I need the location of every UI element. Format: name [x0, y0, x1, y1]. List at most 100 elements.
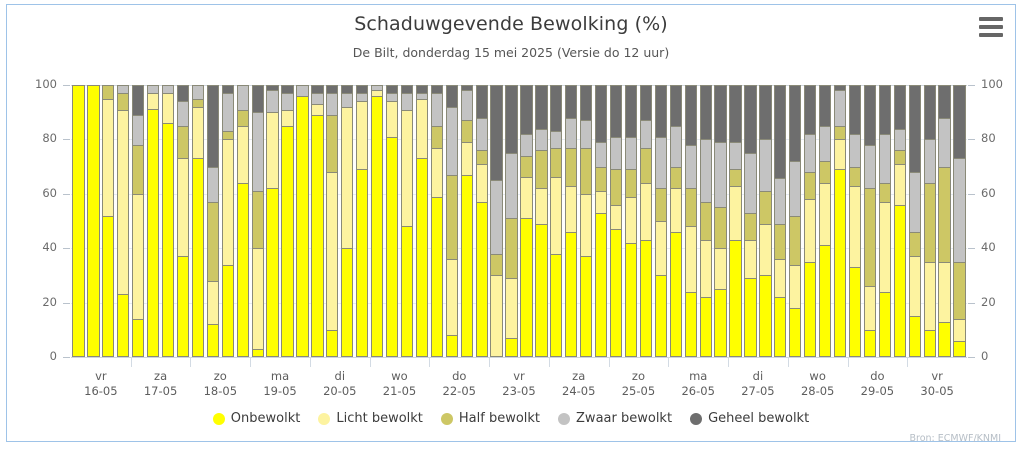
bar-column[interactable] — [505, 85, 518, 357]
bar-column[interactable] — [117, 85, 130, 357]
bar-column[interactable] — [818, 85, 832, 357]
bar-column[interactable] — [356, 85, 369, 357]
bar-segment-zwaar — [266, 90, 279, 113]
bar-column[interactable] — [699, 85, 712, 357]
bar-column[interactable] — [430, 85, 444, 357]
bar-column[interactable] — [206, 85, 220, 357]
bar-column[interactable] — [729, 85, 742, 357]
bar-column[interactable] — [923, 85, 936, 357]
bar-segment-onbewolkt — [833, 169, 847, 357]
legend-item[interactable]: Onbewolkt — [212, 411, 300, 426]
bar-column[interactable] — [520, 85, 533, 357]
x-axis-weekday: vr — [95, 369, 107, 383]
bar-column[interactable] — [863, 85, 877, 357]
bar-segment-geheel — [341, 85, 354, 94]
bar-segment-geheel — [281, 85, 294, 94]
y-tick-mark-left-40 — [63, 248, 70, 250]
bar-column[interactable] — [908, 85, 921, 357]
bar-column[interactable] — [400, 85, 414, 357]
x-axis-weekday: do — [452, 369, 467, 383]
bar-column[interactable] — [565, 85, 578, 357]
y-tick-mark-right-20 — [968, 302, 975, 304]
bar-column[interactable] — [296, 85, 309, 357]
bar-segment-half — [460, 120, 473, 143]
bar-segment-geheel — [594, 85, 608, 143]
bar-segment-onbewolkt — [908, 316, 921, 357]
bar-segment-zwaar — [729, 142, 742, 170]
bar-column[interactable] — [953, 85, 966, 357]
bar-column[interactable] — [789, 85, 802, 357]
bar-column[interactable] — [848, 85, 862, 357]
bar-column[interactable] — [161, 85, 175, 357]
bar-column[interactable] — [759, 85, 772, 357]
bar-column[interactable] — [87, 85, 100, 357]
x-axis-weekday: wo — [391, 369, 408, 383]
bar-column[interactable] — [326, 85, 339, 357]
bar-segment-zwaar — [520, 133, 533, 156]
legend-item[interactable]: Zwaar bewolkt — [558, 411, 672, 426]
bar-column[interactable] — [385, 85, 399, 357]
bar-segment-licht — [550, 177, 563, 254]
bar-segment-licht — [146, 93, 160, 110]
bar-column[interactable] — [535, 85, 548, 357]
bar-column[interactable] — [833, 85, 847, 357]
bar-segment-licht — [460, 142, 473, 175]
bar-column[interactable] — [176, 85, 190, 357]
bar-column[interactable] — [624, 85, 638, 357]
bar-column[interactable] — [281, 85, 294, 357]
bar-column[interactable] — [311, 85, 324, 357]
legend-item[interactable]: Half bewolkt — [440, 411, 540, 426]
bar-column[interactable] — [594, 85, 608, 357]
bar-column[interactable] — [72, 85, 85, 357]
bar-column[interactable] — [744, 85, 757, 357]
bar-column[interactable] — [774, 85, 787, 357]
bar-column[interactable] — [415, 85, 429, 357]
bar-segment-zwaar — [146, 85, 160, 94]
bar-column[interactable] — [132, 85, 145, 357]
bar-column[interactable] — [370, 85, 384, 357]
gridline-20 — [71, 302, 967, 304]
x-axis-date: 30-05 — [920, 384, 954, 398]
bar-column[interactable] — [714, 85, 727, 357]
bar-column[interactable] — [460, 85, 473, 357]
bar-column[interactable] — [669, 85, 682, 357]
bar-column[interactable] — [654, 85, 668, 357]
bar-column[interactable] — [341, 85, 354, 357]
legend-item[interactable]: Geheel bewolkt — [690, 411, 809, 426]
legend-item[interactable]: Licht bewolkt — [318, 411, 423, 426]
bar-segment-onbewolkt — [594, 212, 608, 357]
y-tick-mark-left-100 — [63, 85, 70, 86]
bar-column[interactable] — [251, 85, 264, 357]
bar-column[interactable] — [938, 85, 951, 357]
bar-column[interactable] — [266, 85, 279, 357]
bar-column[interactable] — [609, 85, 623, 357]
bar-column[interactable] — [146, 85, 160, 357]
bar-segment-half — [326, 114, 339, 173]
bar-column[interactable] — [684, 85, 697, 357]
y-axis-label-left-80: 80 — [42, 131, 57, 146]
bar-column[interactable] — [878, 85, 892, 357]
bar-segment-onbewolkt — [818, 245, 832, 357]
bar-segment-geheel — [490, 85, 503, 181]
bar-column[interactable] — [550, 85, 563, 357]
gridline-80 — [71, 139, 967, 141]
bar-segment-half — [221, 131, 234, 140]
bar-column[interactable] — [236, 85, 249, 357]
bar-column[interactable] — [102, 85, 115, 357]
bar-column[interactable] — [804, 85, 817, 357]
bar-column[interactable] — [490, 85, 503, 357]
bar-column[interactable] — [445, 85, 458, 357]
bar-column[interactable] — [580, 85, 593, 357]
bar-column[interactable] — [221, 85, 234, 357]
bar-column[interactable] — [475, 85, 488, 357]
bar-column[interactable] — [893, 85, 906, 357]
menu-bar-2 — [979, 25, 1003, 29]
hamburger-menu-icon[interactable] — [979, 17, 1003, 37]
bar-column[interactable] — [191, 85, 205, 357]
bar-segment-half — [908, 231, 921, 257]
bar-segment-zwaar — [744, 153, 757, 213]
x-axis-date: 29-05 — [860, 384, 895, 398]
bar-column[interactable] — [639, 85, 653, 357]
y-tick-mark-right-60 — [968, 193, 975, 195]
bar-segment-onbewolkt — [774, 297, 787, 357]
